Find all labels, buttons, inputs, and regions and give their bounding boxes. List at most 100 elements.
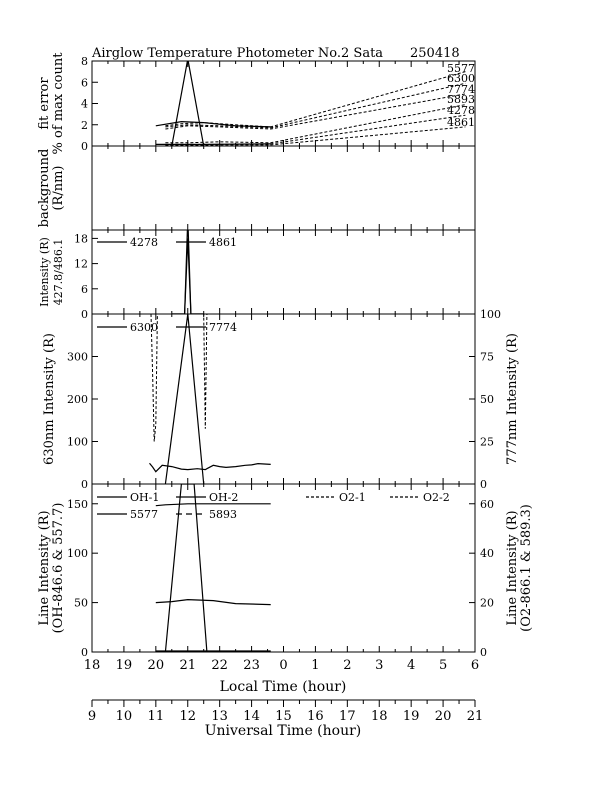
y-right-tick-label: 25 (480, 436, 494, 449)
legend-label-OH-1: OH-1 (130, 491, 159, 504)
series-annotation-7774: 7774 (447, 83, 475, 96)
y-right-tick-label: 75 (480, 351, 494, 364)
date-code: 250418 (410, 46, 460, 61)
ut-tick-label: 10 (116, 709, 133, 724)
series-line-OH-2 (155, 598, 271, 606)
y-right-tick-label: 60 (480, 498, 494, 511)
panel-line_intensity: 18 19 20 21 22 23 0 1 2 3 4 5 60501001500204060Line … (37, 483, 534, 673)
local-tick-label: 1 (311, 658, 319, 673)
y-tick-label: 0 (81, 478, 88, 491)
y-axis-label: (R/nm) (51, 165, 66, 210)
series-annotation-4278: 4278 (447, 104, 475, 117)
legend-label-O2-1: O2-1 (339, 491, 366, 504)
series-line (171, 61, 205, 146)
series-annotation-4861: 4861 (447, 116, 475, 129)
ut-tick-label: 15 (275, 709, 292, 724)
ut-tick-label: 17 (339, 709, 356, 724)
y-right-axis-label: 777nm Intensity (R) (505, 333, 520, 465)
y-right-tick-label: 40 (480, 547, 494, 560)
legend-label-O2-2: O2-2 (423, 491, 450, 504)
y-axis-label: (OH-846.6 & 557.7) (51, 503, 66, 634)
series-line-4861 (165, 126, 466, 146)
y-tick-label: 2 (81, 119, 88, 132)
y-tick-label: 12 (74, 258, 88, 271)
ut-tick-label: 16 (307, 709, 324, 724)
legend-label-OH-2: OH-2 (209, 491, 238, 504)
y-tick-label: 6 (81, 76, 88, 89)
panel-intensity_short: 0 6 12 18 Intensity (R) 427.8/486.1 4278 4861 (38, 229, 476, 321)
series-line-4861 (171, 238, 204, 314)
series-line-7774 (149, 462, 271, 473)
legend-label-5893: 5893 (209, 508, 237, 521)
y-tick-label: 8 (81, 55, 88, 68)
y-axis-label: fit error (37, 77, 52, 130)
y-axis-label: % of max count (51, 52, 66, 155)
ut-tick-label: 19 (403, 709, 420, 724)
ut-tick-label: 21 (467, 709, 484, 724)
legend-label-7774: 7774 (209, 321, 237, 334)
y-right-tick-label: 50 (480, 393, 494, 406)
universal-time-axis: 9 10 11 12 13 14 15 16 17 18 19 20 21 (88, 699, 484, 724)
local-tick-label: 4 (407, 658, 415, 673)
ut-tick-label: 12 (179, 709, 196, 724)
legend-label-4861: 4861 (209, 236, 237, 249)
series-annotation-5577: 5577 (447, 62, 475, 75)
ut-tick-label: 13 (211, 709, 228, 724)
series-line (155, 143, 271, 145)
y-tick-label: 6 (81, 283, 88, 296)
y-right-tick-label: 100 (480, 308, 501, 321)
local-tick-label: 5 (439, 658, 447, 673)
ut-tick-label: 11 (148, 709, 165, 724)
y-tick-label: 200 (67, 393, 88, 406)
local-tick-label: 18 (84, 658, 101, 673)
figure-title: Airglow Temperature Photometer No.2 Sata (91, 46, 383, 61)
legend-label-6300: 6300 (130, 321, 158, 334)
series-line (164, 314, 205, 484)
ut-tick-label: 20 (435, 709, 452, 724)
series-line (164, 484, 208, 652)
y-tick-label: 150 (67, 498, 88, 511)
y-tick-label: 300 (67, 351, 88, 364)
y-right-axis-label: Line Intensity (R) (505, 510, 520, 625)
y-axis-label: 630nm Intensity (R) (42, 333, 57, 465)
local-tick-label: 6 (471, 658, 479, 673)
ut-tick-label: 9 (88, 709, 96, 724)
series-line-7774 (165, 93, 466, 130)
y-axis-label: background (37, 149, 52, 228)
y-axis-label: 427.8/486.1 (52, 239, 65, 306)
local-tick-label: 0 (279, 658, 287, 673)
y-tick-label: 50 (74, 597, 88, 610)
local-tick-label: 3 (375, 658, 383, 673)
y-tick-label: 0 (81, 308, 88, 321)
y-right-tick-label: 20 (480, 597, 494, 610)
series-line (155, 120, 271, 128)
y-axis-label: Line Intensity (R) (37, 510, 52, 625)
legend-label-4278: 4278 (130, 236, 158, 249)
y-tick-label: 100 (67, 547, 88, 560)
panel-fit: 0 2 4 6 8 fit error% of max count 557763007774… (37, 52, 476, 155)
y-tick-label: 0 (81, 646, 88, 659)
legend-label-5577: 5577 (130, 508, 158, 521)
ut-tick-label: 18 (371, 709, 388, 724)
series-line-6300 (165, 82, 466, 129)
y-tick-label: 4 (81, 98, 88, 111)
y-right-axis-label: (O2-866.1 & 589.3) (519, 504, 534, 632)
y-axis-label: Intensity (R) (38, 237, 51, 307)
local-tick-label: 20 (148, 658, 165, 673)
series-annotation-5893: 5893 (447, 93, 475, 106)
y-tick-label: 18 (74, 232, 88, 245)
local-time-axis-label: Local Time (hour) (220, 679, 347, 695)
y-right-tick-label: 0 (480, 646, 487, 659)
panel-intensity_630_777: 0 100 200 300 0 25 50 75 100 630nm Intensity (R) 7… (42, 308, 520, 491)
local-tick-label: 22 (211, 658, 228, 673)
series-line-5893 (165, 104, 466, 144)
local-tick-label: 2 (343, 658, 351, 673)
local-tick-label: 23 (243, 658, 260, 673)
local-tick-label: 21 (179, 658, 196, 673)
series-line-OH-1 (155, 503, 271, 507)
local-tick-label: 19 (116, 658, 133, 673)
ut-tick-label: 14 (243, 709, 260, 724)
